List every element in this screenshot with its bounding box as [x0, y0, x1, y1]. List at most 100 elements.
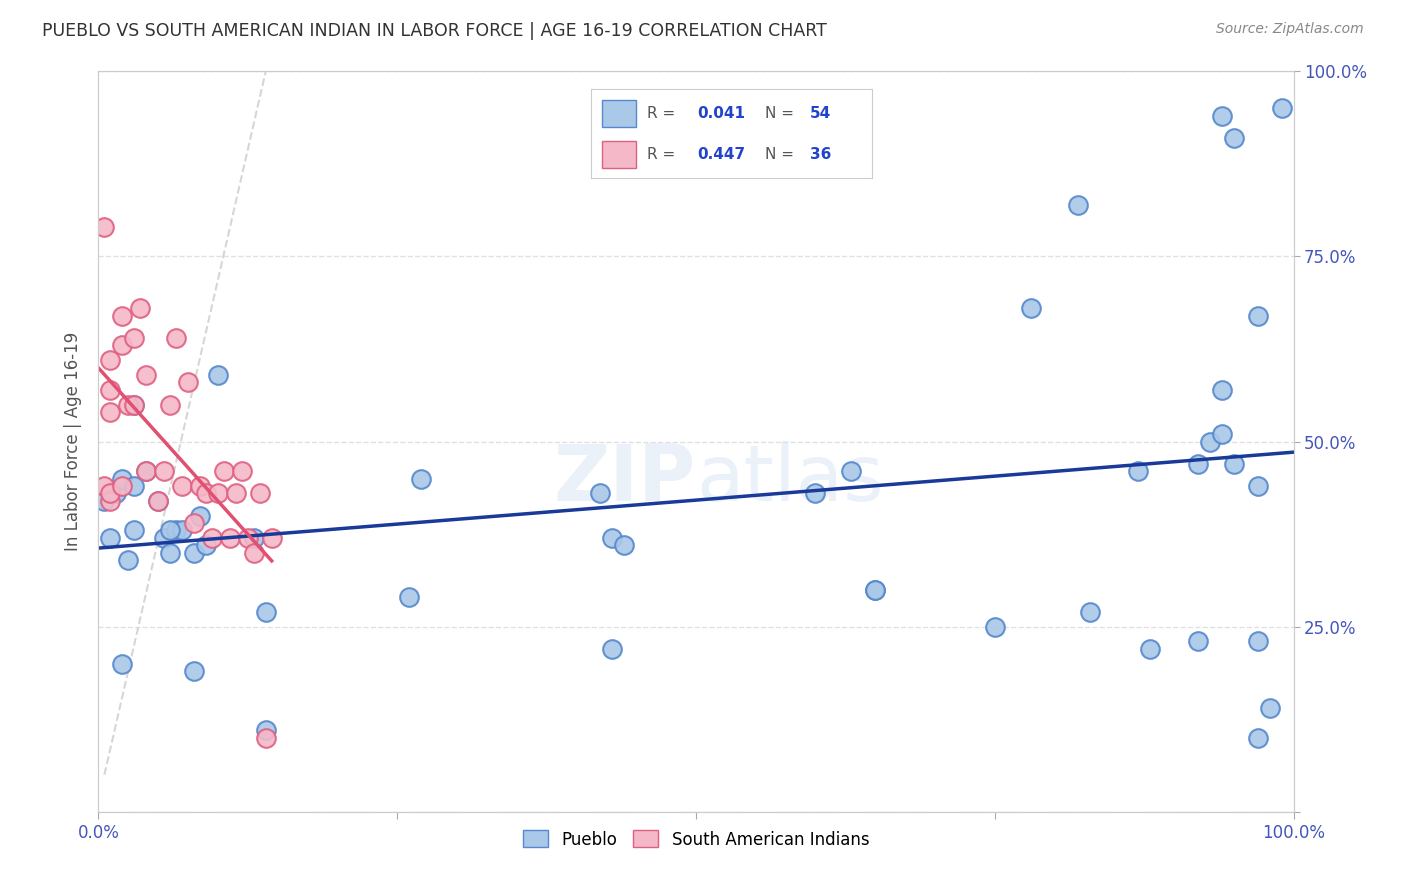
- Point: [159, 546, 181, 560]
- Point: [260, 531, 283, 545]
- Text: 0.447: 0.447: [697, 147, 745, 161]
- Point: [111, 338, 134, 352]
- Point: [243, 531, 266, 545]
- Point: [124, 479, 146, 493]
- Text: 36: 36: [810, 147, 831, 161]
- Point: [1128, 464, 1150, 478]
- Point: [249, 486, 271, 500]
- Point: [124, 331, 146, 345]
- Point: [148, 493, 170, 508]
- Point: [1211, 383, 1233, 397]
- Text: N =: N =: [765, 106, 799, 120]
- Point: [172, 479, 194, 493]
- Point: [225, 486, 247, 500]
- Point: [124, 398, 146, 412]
- Point: [602, 641, 624, 656]
- Legend: Pueblo, South American Indians: Pueblo, South American Indians: [516, 823, 876, 855]
- Point: [201, 531, 224, 545]
- Point: [1211, 427, 1233, 442]
- Point: [117, 553, 139, 567]
- Point: [207, 368, 229, 382]
- Point: [172, 524, 194, 538]
- Point: [124, 398, 146, 412]
- Point: [98, 531, 122, 545]
- Point: [111, 479, 134, 493]
- Point: [1223, 457, 1246, 471]
- Text: 0.041: 0.041: [697, 106, 745, 120]
- Point: [148, 493, 170, 508]
- Text: Source: ZipAtlas.com: Source: ZipAtlas.com: [1216, 22, 1364, 37]
- Text: ZIP: ZIP: [554, 441, 696, 516]
- Point: [135, 464, 157, 478]
- Point: [195, 538, 218, 552]
- Point: [117, 398, 139, 412]
- Text: R =: R =: [647, 147, 681, 161]
- Text: atlas: atlas: [696, 441, 883, 516]
- Point: [165, 331, 187, 345]
- Point: [183, 546, 205, 560]
- Point: [111, 471, 134, 485]
- FancyBboxPatch shape: [602, 141, 636, 168]
- Point: [1247, 309, 1270, 323]
- Point: [1271, 102, 1294, 116]
- Point: [207, 486, 229, 500]
- Point: [254, 731, 277, 745]
- Point: [602, 531, 624, 545]
- Point: [93, 479, 115, 493]
- Point: [1258, 701, 1281, 715]
- Point: [243, 546, 266, 560]
- Point: [153, 531, 176, 545]
- Point: [195, 486, 218, 500]
- Point: [98, 405, 122, 419]
- Point: [188, 508, 211, 523]
- Point: [1247, 479, 1270, 493]
- Point: [1199, 434, 1222, 449]
- Point: [254, 723, 277, 738]
- Text: 54: 54: [810, 106, 831, 120]
- Point: [111, 657, 134, 671]
- Point: [254, 605, 277, 619]
- Point: [984, 619, 1007, 633]
- Point: [129, 301, 152, 316]
- Point: [865, 582, 887, 597]
- Point: [589, 486, 612, 500]
- Point: [1067, 197, 1090, 211]
- Text: PUEBLO VS SOUTH AMERICAN INDIAN IN LABOR FORCE | AGE 16-19 CORRELATION CHART: PUEBLO VS SOUTH AMERICAN INDIAN IN LABOR…: [42, 22, 827, 40]
- Text: R =: R =: [647, 106, 681, 120]
- Point: [231, 464, 253, 478]
- Point: [865, 582, 887, 597]
- Y-axis label: In Labor Force | Age 16-19: In Labor Force | Age 16-19: [65, 332, 83, 551]
- Point: [1211, 109, 1233, 123]
- Point: [188, 479, 211, 493]
- Point: [135, 368, 157, 382]
- Point: [1223, 131, 1246, 145]
- Point: [153, 464, 176, 478]
- Point: [1187, 634, 1209, 648]
- Point: [98, 383, 122, 397]
- FancyBboxPatch shape: [602, 100, 636, 127]
- Point: [93, 219, 115, 234]
- Point: [804, 486, 827, 500]
- Point: [841, 464, 863, 478]
- Point: [1187, 457, 1209, 471]
- Point: [1247, 731, 1270, 745]
- Point: [135, 464, 157, 478]
- Point: [159, 524, 181, 538]
- Point: [1080, 605, 1102, 619]
- Point: [613, 538, 636, 552]
- Point: [98, 353, 122, 368]
- Point: [219, 531, 242, 545]
- Point: [236, 531, 259, 545]
- Point: [165, 524, 187, 538]
- Point: [105, 486, 128, 500]
- Point: [111, 309, 134, 323]
- Point: [124, 524, 146, 538]
- Point: [212, 464, 235, 478]
- Point: [1247, 634, 1270, 648]
- Point: [177, 376, 200, 390]
- Text: N =: N =: [765, 147, 799, 161]
- Point: [1019, 301, 1042, 316]
- Point: [93, 493, 115, 508]
- Point: [183, 664, 205, 678]
- Point: [411, 471, 433, 485]
